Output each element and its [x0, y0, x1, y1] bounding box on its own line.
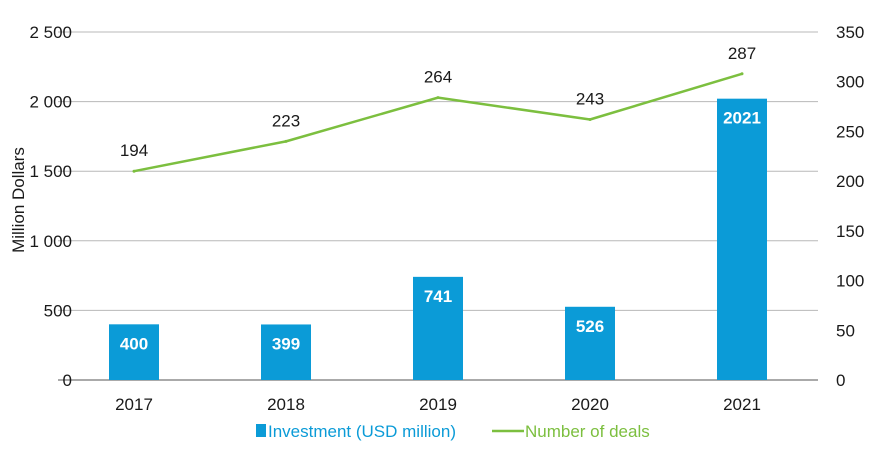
bar [413, 276, 463, 380]
bar-value-label: 2021 [723, 109, 761, 128]
left-axis: 0 500 1 000 1 500 2 000 2 500 [29, 23, 72, 390]
y-tick-label: 0 [63, 371, 72, 390]
bar-value-label: 400 [120, 334, 148, 353]
gridlines [58, 31, 818, 381]
bar [261, 324, 311, 380]
line-point [740, 72, 744, 76]
bar-value-label: 399 [272, 334, 300, 353]
x-tick-label: 2017 [115, 395, 153, 414]
x-tick-label: 2020 [571, 395, 609, 414]
line-value-label: 264 [424, 68, 452, 87]
y2-tick-label: 100 [836, 272, 864, 291]
y2-tick-label: 150 [836, 222, 864, 241]
y-tick-label: 2 500 [29, 23, 72, 42]
line-point [588, 117, 592, 121]
y-tick-label: 1 500 [29, 162, 72, 181]
y2-tick-label: 300 [836, 73, 864, 92]
line-point [132, 169, 136, 173]
x-tick-label: 2018 [267, 395, 305, 414]
y-tick-label: 1 000 [29, 232, 72, 251]
line-value-label: 243 [576, 89, 604, 108]
y2-tick-label: 250 [836, 122, 864, 141]
legend-label-investment: Investment (USD million) [268, 422, 456, 441]
y2-tick-label: 200 [836, 172, 864, 191]
x-axis: 2017 2018 2019 2020 2021 [115, 395, 761, 414]
deals-line [133, 72, 743, 173]
line-value-label: 287 [728, 44, 756, 63]
bar [109, 324, 159, 380]
y2-tick-label: 350 [836, 23, 864, 42]
x-tick-label: 2019 [419, 395, 457, 414]
y2-tick-label: 0 [836, 371, 845, 390]
bar-value-label: 741 [424, 287, 452, 306]
line-point [436, 96, 440, 100]
y-tick-label: 2 000 [29, 93, 72, 112]
legend-label-deals: Number of deals [525, 422, 650, 441]
line-value-label: 194 [120, 141, 148, 160]
line-point [284, 139, 288, 143]
legend: Investment (USD million) Number of deals [256, 422, 650, 441]
line-series: 194 223 264 243 287 [120, 44, 756, 173]
y-tick-label: 500 [44, 301, 72, 320]
x-tick-label: 2021 [723, 395, 761, 414]
bar-series: 400 399 741 526 2021 [109, 98, 767, 380]
bar [565, 306, 615, 380]
bar-value-label: 526 [576, 317, 604, 336]
legend-swatch-investment [256, 424, 266, 437]
y2-tick-label: 50 [836, 321, 855, 340]
y-axis-label: Million Dollars [9, 147, 28, 253]
right-axis: 0 50 100 150 200 250 300 350 [836, 23, 864, 390]
line-value-label: 223 [272, 111, 300, 130]
bar [717, 98, 767, 380]
